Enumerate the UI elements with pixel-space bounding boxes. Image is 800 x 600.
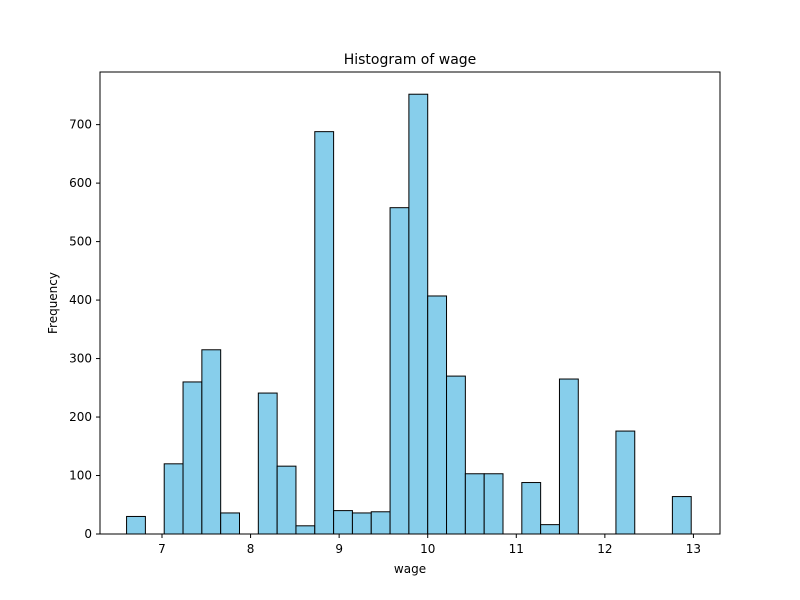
histogram-bar [351,512,372,535]
y-axis: 0 100 200 300 400 500 600 700 [69,118,100,541]
x-axis: 7 8 9 10 11 12 13 [158,534,701,556]
y-axis-title: Frequency [46,272,60,334]
x-tick-label: 8 [247,542,255,556]
histogram-bar [276,465,297,535]
histogram-bar [446,375,466,535]
histogram-bar [182,381,203,535]
histogram-bar [333,510,353,535]
y-tick-label: 500 [69,235,92,249]
y-tick-label: 100 [69,469,92,483]
histogram-bar [370,511,391,535]
y-tick-label: 200 [69,410,92,424]
chart-title: Histogram of wage [344,52,477,68]
histogram-bar [295,525,316,535]
x-tick-label: 13 [686,542,701,556]
bars-group [126,93,692,535]
histogram-bar [126,515,146,535]
histogram-bar [558,378,579,535]
histogram-bar [540,524,560,535]
x-tick-label: 9 [335,542,343,556]
plot-frame [99,71,721,535]
x-tick-label: 11 [509,542,524,556]
histogram-bar [671,496,692,535]
histogram-bar [201,349,222,535]
histogram-bar [615,430,636,535]
x-tick-label: 12 [597,542,612,556]
histogram-bar [257,392,278,535]
y-tick-label: 300 [69,352,92,366]
histogram-bar [521,482,542,535]
x-axis-title: wage [394,562,426,576]
x-tick-label: 10 [420,542,435,556]
y-tick-label: 700 [69,118,92,132]
y-tick-label: 0 [84,527,92,541]
histogram-bar [464,473,485,535]
histogram-bar [483,473,504,535]
histogram-bar [389,207,410,535]
y-tick-label: 600 [69,176,92,190]
histogram-bar [220,512,240,535]
histogram-bar [314,131,335,535]
x-tick-label: 7 [158,542,166,556]
histogram-bar [163,463,184,535]
histogram-bar [408,93,429,535]
histogram-bar [427,295,448,535]
y-tick-label: 400 [69,293,92,307]
